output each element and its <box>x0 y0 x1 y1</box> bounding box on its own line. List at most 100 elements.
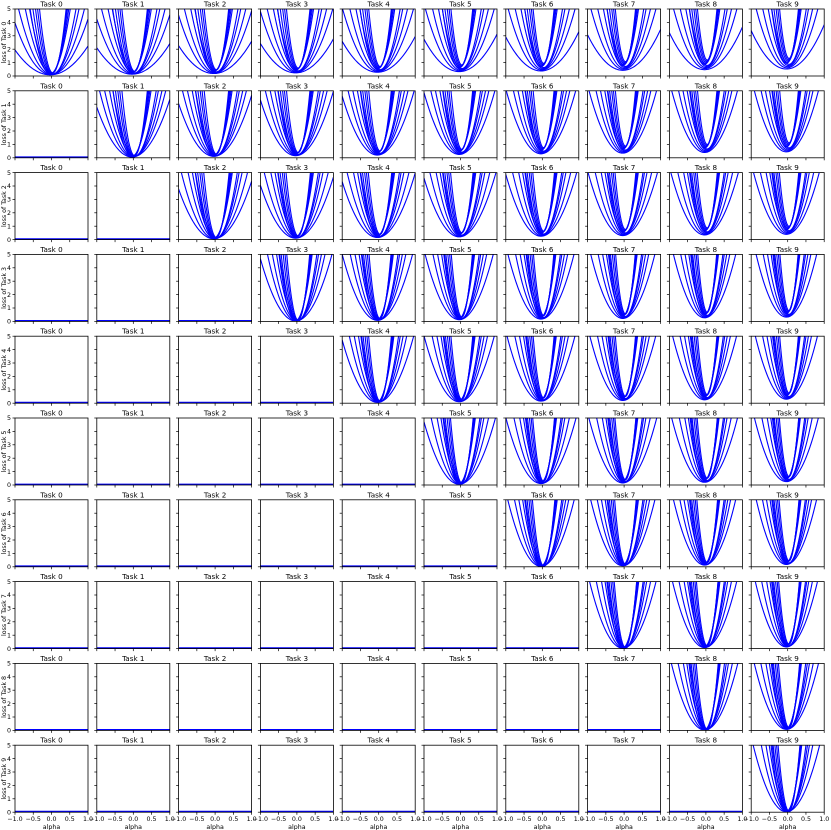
subplot-r2-c3: Task 3 <box>257 163 334 243</box>
subplot-r1-c7: Task 7 <box>585 81 661 161</box>
curve-3 <box>769 499 808 564</box>
curves <box>588 90 658 154</box>
subplot-title: Task 5 <box>448 327 471 336</box>
y-tick-label: 5 <box>7 415 11 422</box>
y-tick-label: 3 <box>7 33 11 40</box>
y-tick-label: 4 <box>7 183 11 190</box>
curves <box>672 336 738 401</box>
curves <box>424 9 497 73</box>
y-tick-label: 3 <box>7 360 11 367</box>
subplot-title: Task 4 <box>367 409 391 418</box>
axes-frame <box>96 499 171 568</box>
subplot-title: Task 2 <box>203 81 226 90</box>
subplot-title: Task 4 <box>367 572 391 581</box>
subplot-title: Task 6 <box>530 327 554 336</box>
subplot-title: Task 1 <box>121 490 144 499</box>
subplot-title: Task 2 <box>203 0 226 9</box>
curve-0 <box>424 33 497 73</box>
curve-9 <box>777 663 801 729</box>
y-tick-label: 0 <box>7 400 11 407</box>
x-tick-label: 0.5 <box>556 816 566 823</box>
curve-8 <box>449 254 474 319</box>
curve-8 <box>694 172 719 230</box>
subplot-title: Task 8 <box>694 736 718 745</box>
y-tick-label: 1 <box>7 796 11 803</box>
subplot-title: Task 6 <box>530 572 554 581</box>
curves <box>178 9 252 75</box>
axes-frame <box>96 581 171 649</box>
curves <box>424 254 494 321</box>
x-tick-label: −1.0 <box>7 816 22 823</box>
subplot-r7-c8: Task 8 <box>666 572 743 652</box>
curve-9 <box>285 9 311 69</box>
curve-3 <box>770 254 807 316</box>
curve-4 <box>688 9 726 66</box>
curve-4 <box>771 172 807 232</box>
y-tick-label: 4 <box>7 510 11 517</box>
axes-frame <box>505 744 580 813</box>
curve-4 <box>771 9 807 65</box>
x-tick-label: 1.0 <box>737 816 747 823</box>
axes-frame <box>750 663 825 731</box>
subplot-r8-c5: Task 5 <box>421 654 498 733</box>
curve-3 <box>768 90 808 150</box>
subplot-r9-c2: −1.0 −0.5 0.0 0.5 1.0 Task 2 alpha <box>171 736 257 830</box>
axes-frame <box>341 663 416 731</box>
curve-6 <box>526 9 557 67</box>
subplot-title: Task 7 <box>612 654 635 663</box>
x-tick-label: −1.0 <box>335 816 350 823</box>
curve-0 <box>755 254 818 318</box>
curve-0 <box>424 90 496 155</box>
curve-6 <box>773 9 801 63</box>
curve-8 <box>777 90 800 145</box>
subplot-title: Task 7 <box>612 490 635 499</box>
curve-3 <box>355 9 404 71</box>
curves <box>670 663 739 731</box>
y-tick-label: 5 <box>7 170 11 177</box>
curve-8 <box>366 254 392 320</box>
subplot-r6-c8: Task 8 <box>666 490 743 570</box>
y-tick-label: 3 <box>7 115 11 122</box>
x-tick-label: −1.0 <box>662 816 677 823</box>
curves <box>590 499 656 567</box>
subplot-r8-c3: Task 3 <box>257 654 334 733</box>
x-tick-label: 1.0 <box>165 816 175 823</box>
x-tick-label: 1.0 <box>328 816 338 823</box>
curve-8 <box>695 418 718 480</box>
subplot-title: Task 6 <box>530 736 554 745</box>
subplot-title: Task 7 <box>612 81 635 90</box>
axes-frame <box>669 581 743 649</box>
subplot-r6-c2: Task 2 <box>176 490 253 570</box>
curve-3 <box>272 9 323 72</box>
x-tick-label: 1.0 <box>819 816 829 823</box>
curve-8 <box>366 336 393 402</box>
subplot-r2-c5: Task 5 <box>421 163 498 243</box>
curve-3 <box>686 172 727 234</box>
axes-frame <box>259 663 334 731</box>
subplot-title: Task 5 <box>448 0 471 9</box>
subplot-r0-c6: Task 6 <box>503 0 580 79</box>
subplot-title: Task 2 <box>203 736 226 745</box>
x-tick-label: −0.5 <box>271 816 286 823</box>
x-tick-label: −1.0 <box>171 816 186 823</box>
subplot-title: Task 3 <box>285 490 308 499</box>
curve-9 <box>614 90 637 147</box>
subplot-r0-c7: Task 7 <box>585 0 661 79</box>
curve-8 <box>448 418 474 484</box>
y-tick-label: 1 <box>7 632 11 639</box>
subplot-r2-c0: 0 1 2 3 4 5 Task 0 loss of Task 2 <box>1 163 89 244</box>
curve-3 <box>523 254 563 319</box>
curve-3 <box>688 254 725 317</box>
x-tick-label: 0.0 <box>701 816 711 823</box>
curve-5 <box>771 9 802 64</box>
curve-3 <box>520 9 566 69</box>
x-tick-label: −0.5 <box>189 816 204 823</box>
x-tick-label: 1.0 <box>410 816 420 823</box>
x-tick-label: −0.5 <box>680 816 695 823</box>
curve-8 <box>201 9 230 71</box>
curve-1 <box>762 254 812 317</box>
curves <box>589 336 657 402</box>
curve-1 <box>760 90 814 152</box>
curve-7 <box>693 9 719 63</box>
curve-9 <box>615 254 636 315</box>
